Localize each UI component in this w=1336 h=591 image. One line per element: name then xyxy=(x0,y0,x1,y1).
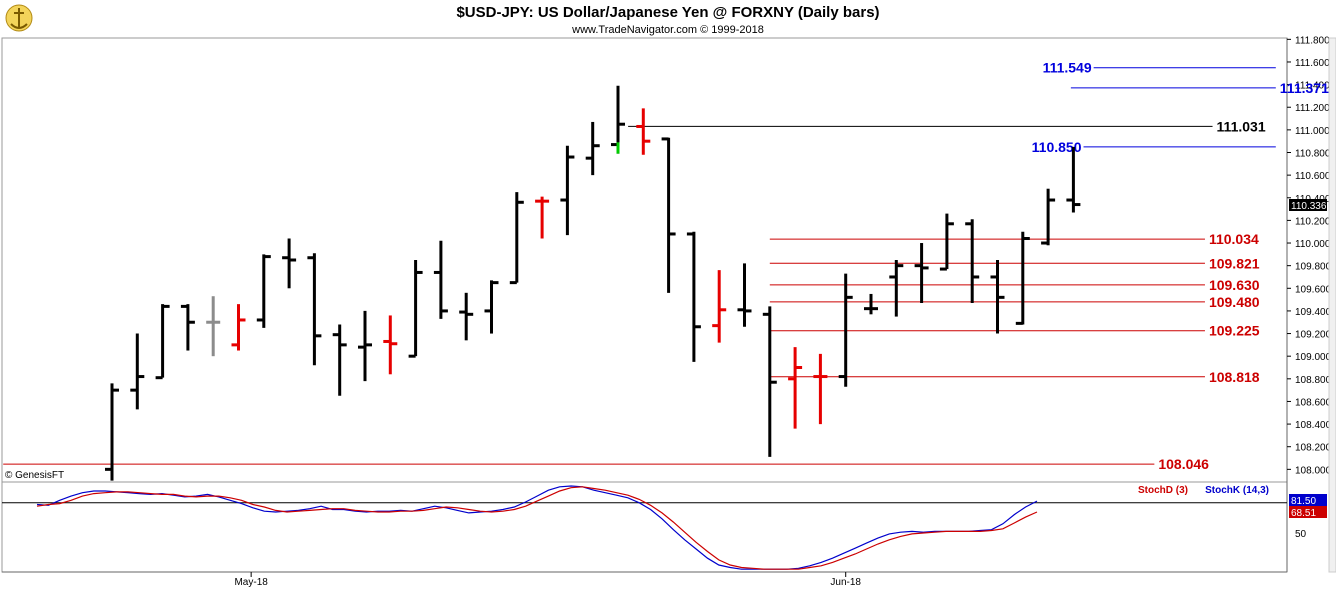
y-tick-label: 109.600 xyxy=(1295,284,1332,295)
y-tick-label: 111.800 xyxy=(1295,35,1330,46)
ohlc-bar xyxy=(939,213,954,271)
ohlc-bar xyxy=(712,270,727,343)
time-axis: May-18 Jun-18 xyxy=(2,571,1287,588)
level-label: 109.821 xyxy=(1209,255,1260,271)
ohlc-bar xyxy=(864,293,878,315)
level-label: 109.480 xyxy=(1209,294,1260,310)
ohlc-bar xyxy=(686,231,701,362)
ohlc-bar xyxy=(408,260,423,358)
ohlc-bar xyxy=(206,296,221,357)
last-price-badge-bg xyxy=(1289,199,1327,211)
ohlc-bar xyxy=(358,310,372,382)
ohlc-bar xyxy=(231,304,246,351)
y-tick-label: 109.400 xyxy=(1295,307,1332,318)
stoch-d-badge-bg xyxy=(1289,506,1327,518)
level-label: 109.225 xyxy=(1209,323,1260,339)
ohlc-bar xyxy=(105,383,119,481)
ohlc-bar xyxy=(484,280,499,334)
y-tick-label: 108.400 xyxy=(1295,420,1332,431)
y-tick-label: 108.000 xyxy=(1295,465,1332,476)
level-label: 108.818 xyxy=(1209,369,1260,385)
ohlc-bar xyxy=(1041,188,1056,246)
stoch-d-value: 68.51 xyxy=(1291,508,1316,519)
stoch-tick-50: 50 xyxy=(1295,529,1307,540)
ohlc-bar xyxy=(636,108,651,155)
vertical-scrollbar[interactable] xyxy=(1328,37,1336,573)
ohlc-bar xyxy=(1015,231,1030,325)
stoch-d-line xyxy=(36,486,1038,570)
ohlc-bar xyxy=(889,260,904,317)
ohlc-bar xyxy=(459,292,474,341)
level-label: 108.046 xyxy=(1158,456,1209,472)
ohlc-bar xyxy=(535,196,550,239)
ohlc-bar xyxy=(130,333,145,410)
ohlc-bar xyxy=(155,304,170,380)
level-label: 110.034 xyxy=(1209,231,1259,247)
ohlc-bar xyxy=(914,243,929,303)
trade-navigator-logo-icon xyxy=(5,4,33,32)
stoch-d-legend: StochD (3) xyxy=(1138,485,1188,496)
y-tick-label: 111.000 xyxy=(1295,126,1330,137)
price-panel xyxy=(1,37,1288,483)
ohlc-bar xyxy=(560,145,575,236)
chart-title: $USD-JPY: US Dollar/Japanese Yen @ FORXN… xyxy=(456,4,879,21)
y-tick-label: 108.200 xyxy=(1295,443,1332,454)
last-price-badge: 110.336 xyxy=(1291,201,1327,212)
ohlc-bar xyxy=(332,324,347,396)
ohlc-bar xyxy=(813,353,828,425)
ohlc-bar xyxy=(585,121,600,176)
ohlc-bar xyxy=(1066,146,1081,213)
y-tick-label: 110.200 xyxy=(1295,216,1331,227)
x-tick-label: May-18 xyxy=(234,577,268,588)
y-tick-label: 111.200 xyxy=(1295,103,1330,114)
stoch-k-line xyxy=(36,485,1038,570)
y-tick-label: 111.400 xyxy=(1295,81,1330,92)
ohlc-bar xyxy=(256,254,271,328)
level-label: 110.850 xyxy=(1032,139,1082,155)
y-tick-label: 110.800 xyxy=(1295,149,1331,160)
ohlc-bar xyxy=(180,304,195,351)
y-tick-label: 109.800 xyxy=(1295,262,1332,273)
chart-subtitle: www.TradeNavigator.com © 1999-2018 xyxy=(571,24,764,36)
ohlc-bar xyxy=(383,315,398,375)
ohlc-bar xyxy=(509,192,524,285)
ohlc-bar xyxy=(788,347,803,429)
y-tick-label: 111.600 xyxy=(1295,58,1330,69)
ohlc-bar xyxy=(990,260,1005,334)
y-tick-label: 110.000 xyxy=(1295,239,1331,250)
ohlc-bar xyxy=(965,219,980,303)
stochastic-lines xyxy=(2,485,1287,570)
ohlc-bar xyxy=(282,238,297,289)
level-label: 111.371 xyxy=(1280,80,1329,96)
price-axis: 108.000 108.200 108.400 108.600 108.800 109.0… xyxy=(1287,35,1332,476)
ohlc-bar xyxy=(737,263,752,327)
level-label: 109.630 xyxy=(1209,277,1260,293)
ohlc-bar xyxy=(307,253,322,366)
level-label: 111.549 xyxy=(1043,60,1092,76)
y-tick-label: 110.600 xyxy=(1295,171,1331,182)
y-tick-label: 109.200 xyxy=(1295,330,1332,341)
y-tick-label: 109.000 xyxy=(1295,352,1332,363)
support-resistance-levels: 111.549 111.371 111.031 110.850 110.034 109.8… xyxy=(3,60,1329,472)
price-bars xyxy=(105,85,1081,481)
ohlc-bar xyxy=(433,240,448,319)
ohlc-bar xyxy=(838,273,853,387)
stoch-k-badge-bg xyxy=(1289,494,1327,506)
ohlc-bar xyxy=(762,306,777,457)
level-label: 111.031 xyxy=(1217,118,1266,134)
ohlc-bar xyxy=(661,137,676,293)
stoch-k-legend: StochK (14,3) xyxy=(1205,485,1269,496)
stoch-panel xyxy=(1,481,1288,573)
stoch-k-value: 81.50 xyxy=(1291,496,1316,507)
y-tick-label: 108.800 xyxy=(1295,375,1332,386)
watermark: © GenesisFT xyxy=(5,470,64,481)
y-tick-label: 108.600 xyxy=(1295,397,1332,408)
x-tick-label: Jun-18 xyxy=(830,577,861,588)
ohlc-bar xyxy=(611,85,625,154)
